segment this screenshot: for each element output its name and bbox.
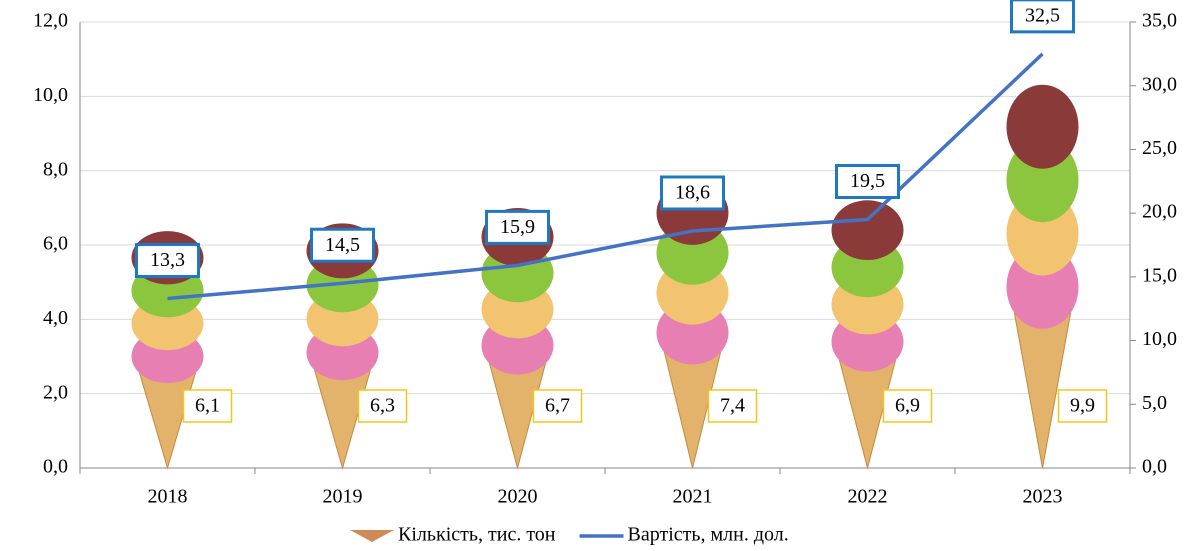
x-tick-label: 2018 [148,486,188,508]
y2-tick-label: 25,0 [1142,137,1177,159]
value-label: 15,9 [500,216,535,238]
scoop [1006,84,1079,169]
y-tick-label: 12,0 [33,10,68,32]
x-tick-label: 2022 [848,486,888,508]
value-label-box [835,164,900,200]
scoop [831,200,904,261]
y-tick-label: 0,0 [43,456,68,478]
value-label: 32,5 [1025,4,1060,26]
x-tick-label: 2020 [498,486,538,508]
legend-swatch [350,530,394,542]
legend-label: Вартість, млн. дол. [628,524,789,546]
line [167,52,1044,301]
bar [1006,84,1079,469]
value-label-box [707,389,758,423]
value-label: 6,3 [370,395,395,417]
value-label-box [1010,0,1075,34]
bar [481,207,554,470]
y2-tick-label: 15,0 [1142,264,1177,286]
value-label: 6,7 [545,395,570,417]
y-tick-label: 4,0 [43,307,68,329]
value-label: 13,3 [150,249,185,271]
x-tick-label: 2023 [1023,486,1063,508]
bar [831,200,904,470]
y2-tick-label: 5,0 [1142,392,1167,414]
y2-tick-label: 30,0 [1142,73,1177,95]
value-label-box [532,389,583,423]
value-label: 18,6 [675,182,710,204]
y-tick-label: 8,0 [43,158,68,180]
value-label: 14,5 [325,234,360,256]
value-label-box [182,389,233,423]
y-tick-label: 6,0 [43,233,68,255]
y2-tick-label: 20,0 [1142,201,1177,223]
value-label: 6,9 [895,395,920,417]
value-label: 6,1 [195,395,220,417]
y-tick-label: 10,0 [33,84,68,106]
bar [656,180,729,469]
y2-tick-label: 35,0 [1142,10,1177,32]
y2-tick-label: 10,0 [1142,328,1177,350]
y-tick-label: 2,0 [43,381,68,403]
value-label-box [357,389,408,423]
value-label: 9,9 [1070,395,1095,417]
value-label-box [1057,389,1108,423]
value-label-box [882,389,933,423]
x-tick-label: 2021 [673,486,713,508]
value-label-box [660,175,725,211]
value-label: 7,4 [720,395,745,417]
value-label-box [310,227,375,263]
value-label: 19,5 [850,170,885,192]
legend-label: Кількість, тис. тон [398,524,556,546]
x-tick-label: 2019 [323,486,363,508]
value-label-box [485,209,550,245]
y2-tick-label: 0,0 [1142,456,1167,478]
value-label-box [135,243,200,279]
